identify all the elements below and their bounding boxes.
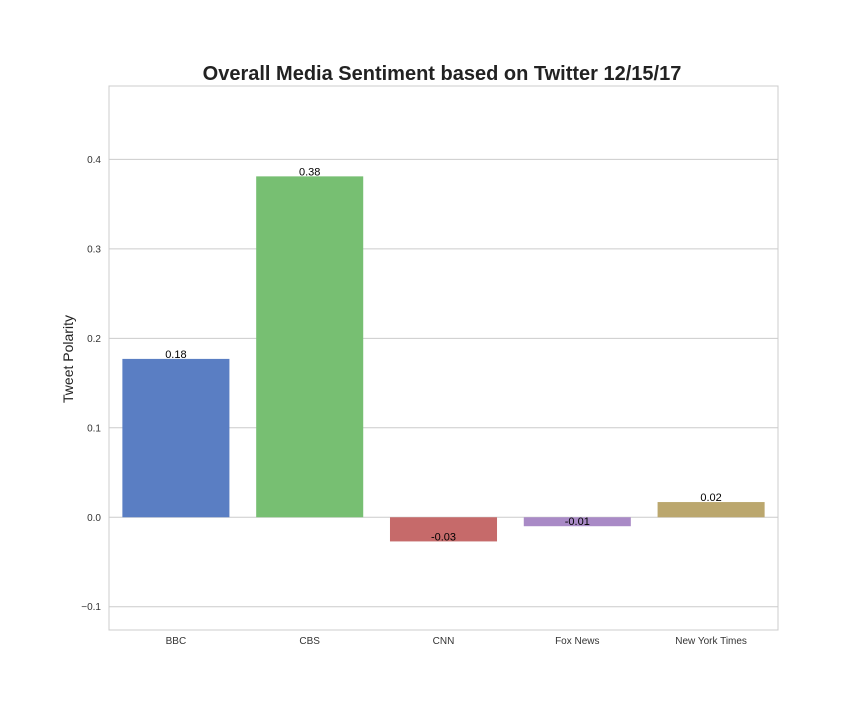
bar-cnn [389,517,498,542]
x-tick-label: CBS [299,636,320,647]
data-label: 0.02 [700,492,721,504]
data-label: 0.18 [165,349,186,361]
plot-frame [108,85,779,631]
bars [122,176,765,542]
data-label: -0.03 [431,531,456,543]
bar-bbc [122,358,230,518]
y-tick-label: 0.1 [87,423,101,434]
bar-fox-news [523,517,631,527]
y-tick-label: 0.0 [87,513,101,524]
x-tick-label: New York Times [675,636,747,647]
data-label: -0.01 [565,516,590,528]
data-label: 0.38 [299,166,320,178]
data-labels: 0.18 0.38 -0.03 -0.01 0.02 [165,166,722,543]
x-tick-labels: BBC CBS CNN Fox News New York Times [166,636,747,647]
chart-title: Overall Media Sentiment based on Twitter… [203,63,682,85]
bar-new-york-times [657,502,765,518]
y-tick-label: 0.4 [87,155,101,166]
x-tick-label: CNN [433,636,455,647]
y-tick-label: 0.3 [87,244,101,255]
bar-cbs [256,176,364,518]
y-tick-labels: −0.1 0.0 0.1 0.2 0.3 0.4 [81,155,101,613]
x-tick-label: BBC [166,636,187,647]
y-tick-label: 0.2 [87,334,101,345]
y-axis-label: Tweet Polarity [60,315,76,403]
y-tick-label: −0.1 [81,602,101,613]
x-tick-label: Fox News [555,636,599,647]
